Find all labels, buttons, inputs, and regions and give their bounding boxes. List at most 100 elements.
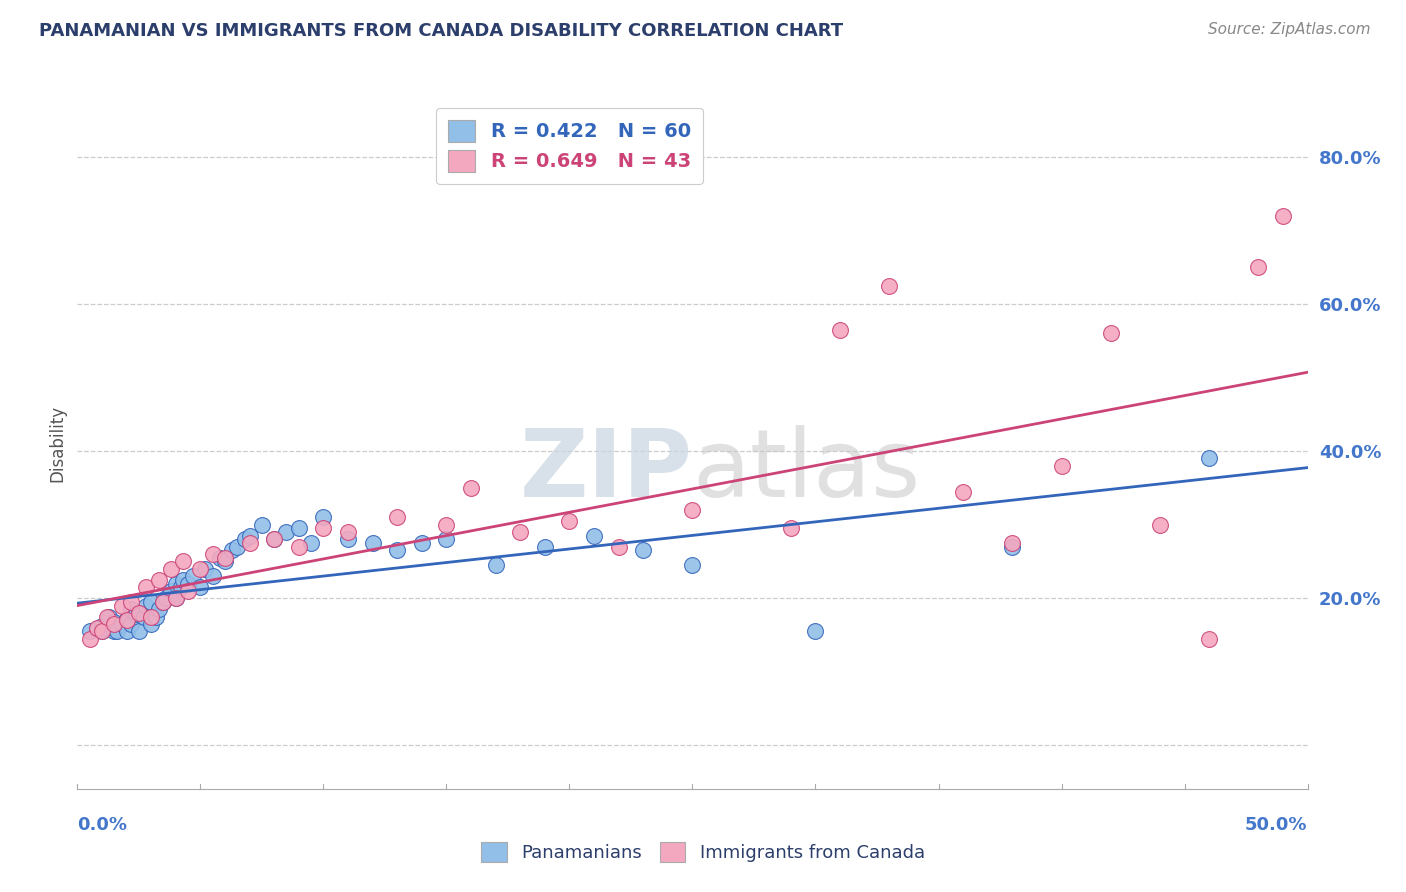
Point xyxy=(128,606,150,620)
Point xyxy=(172,554,194,568)
Point xyxy=(132,609,155,624)
Point xyxy=(460,481,482,495)
Point xyxy=(226,540,249,554)
Text: Source: ZipAtlas.com: Source: ZipAtlas.com xyxy=(1208,22,1371,37)
Point xyxy=(534,540,557,554)
Point xyxy=(682,558,704,573)
Point xyxy=(86,621,108,635)
Point xyxy=(111,616,132,631)
Point xyxy=(1050,458,1073,473)
Point xyxy=(90,624,114,639)
Point xyxy=(1247,260,1270,275)
Point xyxy=(436,533,458,547)
Point xyxy=(214,554,236,568)
Point xyxy=(214,550,236,565)
Point xyxy=(385,543,409,558)
Text: 0.0%: 0.0% xyxy=(77,816,128,834)
Point xyxy=(170,580,193,594)
Point xyxy=(155,591,177,606)
Point xyxy=(411,536,433,550)
Point xyxy=(121,595,143,609)
Point xyxy=(436,517,458,532)
Point xyxy=(263,533,285,547)
Point xyxy=(509,524,531,539)
Point xyxy=(96,609,118,624)
Point xyxy=(233,533,256,547)
Legend: R = 0.422   N = 60, R = 0.649   N = 43: R = 0.422 N = 60, R = 0.649 N = 43 xyxy=(436,108,703,184)
Point xyxy=(90,619,114,633)
Point xyxy=(299,536,322,550)
Point xyxy=(152,595,174,609)
Point xyxy=(201,547,224,561)
Point xyxy=(115,613,138,627)
Point xyxy=(337,533,360,547)
Point xyxy=(337,524,360,539)
Text: PANAMANIAN VS IMMIGRANTS FROM CANADA DISABILITY CORRELATION CHART: PANAMANIAN VS IMMIGRANTS FROM CANADA DIS… xyxy=(39,22,844,40)
Legend: Panamanians, Immigrants from Canada: Panamanians, Immigrants from Canada xyxy=(474,834,932,870)
Point xyxy=(103,624,125,639)
Point xyxy=(165,576,187,591)
Text: ZIP: ZIP xyxy=(520,425,693,517)
Point xyxy=(172,573,194,587)
Point xyxy=(177,583,200,598)
Point xyxy=(105,624,128,639)
Point xyxy=(165,591,187,606)
Point xyxy=(385,510,409,524)
Point xyxy=(263,533,285,547)
Point xyxy=(79,624,101,639)
Point xyxy=(160,562,183,576)
Y-axis label: Disability: Disability xyxy=(48,405,66,483)
Point xyxy=(135,580,157,594)
Point xyxy=(952,484,974,499)
Point xyxy=(128,606,150,620)
Point xyxy=(1198,451,1220,466)
Point xyxy=(312,510,335,524)
Point xyxy=(194,562,217,576)
Point xyxy=(1001,536,1024,550)
Point xyxy=(1149,517,1171,532)
Point xyxy=(1272,209,1295,223)
Point xyxy=(312,521,335,535)
Point xyxy=(1001,540,1024,554)
Point xyxy=(115,624,138,639)
Point xyxy=(160,583,183,598)
Point xyxy=(558,514,581,528)
Point xyxy=(148,573,170,587)
Point xyxy=(103,615,125,629)
Point xyxy=(125,607,148,622)
Point xyxy=(165,591,187,606)
Point xyxy=(201,569,224,583)
Point xyxy=(288,521,311,535)
Point xyxy=(103,616,125,631)
Point xyxy=(86,622,108,636)
Point xyxy=(145,609,167,624)
Point xyxy=(879,278,901,293)
Point xyxy=(152,595,174,609)
Point xyxy=(98,609,121,624)
Point xyxy=(121,602,143,616)
Point xyxy=(188,562,212,576)
Point xyxy=(128,624,150,639)
Point xyxy=(141,616,163,631)
Point xyxy=(96,621,118,635)
Point xyxy=(361,536,384,550)
Point xyxy=(288,540,311,554)
Point xyxy=(804,624,827,639)
Point xyxy=(111,599,132,613)
Point xyxy=(239,536,262,550)
Point xyxy=(121,616,143,631)
Point xyxy=(209,550,232,565)
Point xyxy=(90,624,114,639)
Point xyxy=(485,558,508,573)
Point xyxy=(780,521,803,535)
Point xyxy=(682,503,704,517)
Point xyxy=(221,543,243,558)
Point xyxy=(141,609,163,624)
Point xyxy=(583,529,606,543)
Text: 50.0%: 50.0% xyxy=(1246,816,1308,834)
Point xyxy=(188,580,212,594)
Point xyxy=(830,323,852,337)
Point xyxy=(239,529,262,543)
Point xyxy=(276,524,298,539)
Point xyxy=(115,612,138,626)
